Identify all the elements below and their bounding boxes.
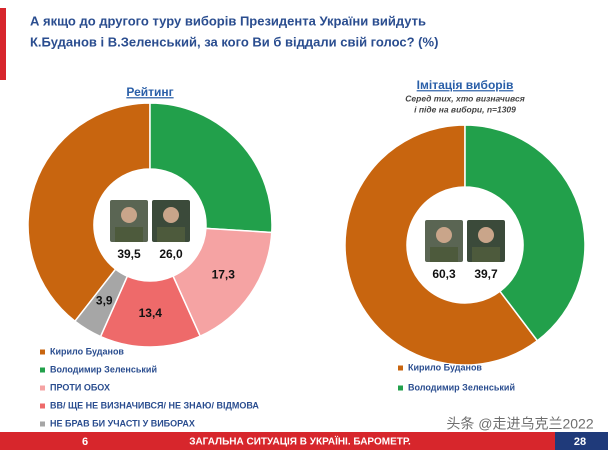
legend-label: Кирило Буданов: [408, 362, 482, 372]
value-label: 60,3: [432, 267, 456, 281]
footer-right: 28: [574, 436, 586, 448]
donut-slice: [464, 124, 586, 342]
legend-label: Кирило Буданов: [50, 346, 124, 356]
donut-slice: [344, 124, 539, 366]
legend-label: ПРОТИ ОБОХ: [50, 382, 110, 392]
value-label: 3,9: [96, 294, 113, 308]
page-title: К.Буданов і В.Зеленський, за кого Ви б в…: [30, 34, 438, 49]
chart-subtitle: і піде на вибори, n=1309: [414, 104, 516, 114]
legend-label: Володимир Зеленський: [50, 364, 157, 374]
value-label: 39,5: [117, 247, 141, 261]
legend-marker: [398, 385, 403, 391]
legend-label: НЕ БРАВ БИ УЧАСТІ У ВИБОРАХ: [50, 418, 195, 428]
legend-marker: [40, 367, 45, 373]
charts: 39,5 26,0 17,3 13,4 3,9 Рейтинг Кирило Буданов…: [27, 78, 586, 428]
value-label: 39,7: [474, 267, 498, 281]
accent-bar: [0, 8, 6, 80]
photo-body: [157, 227, 185, 242]
footer-center: ЗАГАЛЬНА СИТУАЦІЯ В УКРАЇНІ. БАРОМЕТР.: [189, 435, 411, 448]
chart-title: Рейтинг: [126, 85, 173, 99]
legend-marker: [40, 385, 45, 391]
legend-label: ВВ/ ЩЕ НЕ ВИЗНАЧИВСЯ/ НЕ ЗНАЮ/ ВІДМОВА: [50, 400, 259, 410]
legend-marker: [398, 365, 403, 371]
donut-slice: [73, 268, 129, 338]
legend-marker: [40, 421, 45, 427]
value-label: 17,3: [212, 268, 236, 282]
chart-title: Імітація виборів: [417, 78, 514, 92]
legend-label: Володимир Зеленський: [408, 382, 515, 392]
legend-marker: [40, 349, 45, 355]
photo-face: [163, 207, 179, 223]
footer-page-box: [555, 432, 608, 450]
donut-slice: [172, 227, 273, 338]
watermark: 头条 @走进乌克兰2022: [446, 416, 593, 432]
value-label: 26,0: [159, 247, 183, 261]
value-label: 13,4: [139, 306, 163, 320]
photo-face: [436, 227, 452, 243]
footer-left: 6: [82, 436, 88, 448]
footer-bar: [0, 432, 608, 450]
photo-body: [430, 247, 458, 262]
page-title: А якщо до другого туру виборів Президент…: [30, 13, 426, 28]
donut-slice: [27, 102, 151, 323]
photo-body: [115, 227, 143, 242]
legend-marker: [40, 403, 45, 409]
chart-subtitle: Серед тих, хто визначився: [405, 93, 524, 103]
donut-slice: [149, 102, 273, 234]
photo-body: [472, 247, 500, 262]
photo-face: [478, 227, 494, 243]
photo-face: [121, 207, 137, 223]
